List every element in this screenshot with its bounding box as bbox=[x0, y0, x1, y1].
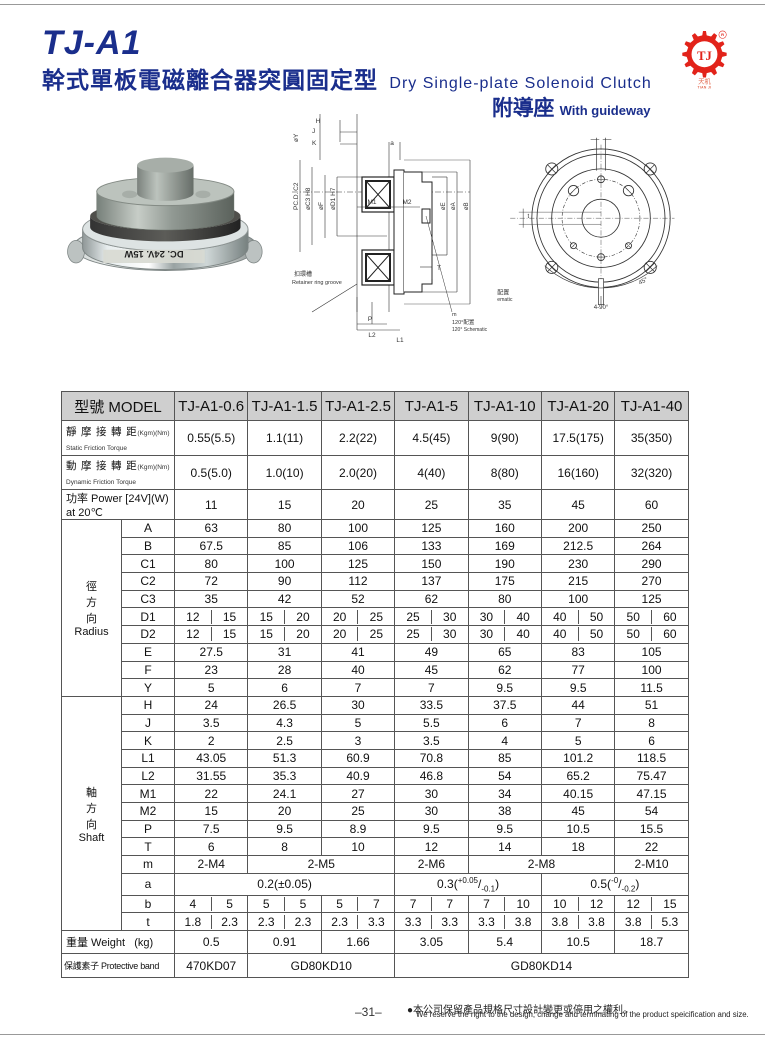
svg-text:天机: 天机 bbox=[698, 76, 711, 85]
svg-text:120°配置: 120°配置 bbox=[452, 319, 475, 326]
svg-text:P: P bbox=[368, 316, 372, 323]
svg-text:120° Schematic: 120° Schematic bbox=[452, 327, 488, 333]
svg-text:DC. 24V. 15W: DC. 24V. 15W bbox=[124, 249, 183, 260]
svg-text:K: K bbox=[312, 140, 317, 147]
svg-text:L2: L2 bbox=[368, 332, 376, 339]
svg-text:øF: øF bbox=[318, 202, 325, 210]
svg-text:TJ: TJ bbox=[697, 49, 712, 63]
svg-text:øY: øY bbox=[293, 133, 300, 142]
svg-text:øE: øE bbox=[441, 202, 447, 210]
svg-text:m: m bbox=[452, 312, 457, 318]
svg-text:J: J bbox=[312, 128, 315, 135]
svg-text:Retainer ring groove: Retainer ring groove bbox=[292, 280, 342, 286]
svg-text:øD1 H7: øD1 H7 bbox=[330, 187, 337, 210]
svg-text:t: t bbox=[527, 214, 529, 220]
svg-text:扣環槽: 扣環槽 bbox=[294, 270, 312, 278]
svg-text:a: a bbox=[390, 140, 394, 147]
svg-text:øB: øB bbox=[464, 202, 470, 210]
svg-text:ematic: ematic bbox=[497, 297, 513, 303]
svg-text:M1: M1 bbox=[367, 199, 376, 206]
svg-text:øC3 H8: øC3 H8 bbox=[305, 187, 312, 210]
svg-text:H: H bbox=[316, 118, 321, 125]
svg-text:配置: 配置 bbox=[497, 289, 509, 296]
svg-text:L1: L1 bbox=[396, 337, 404, 342]
svg-text:PC.D. C2: PC.D. C2 bbox=[293, 182, 300, 210]
svg-text:R: R bbox=[721, 32, 724, 37]
svg-text:øA: øA bbox=[451, 202, 457, 210]
svg-text:4-90°: 4-90° bbox=[594, 305, 609, 309]
svg-text:TIAN JI: TIAN JI bbox=[697, 85, 711, 89]
svg-text:M2: M2 bbox=[402, 199, 411, 206]
